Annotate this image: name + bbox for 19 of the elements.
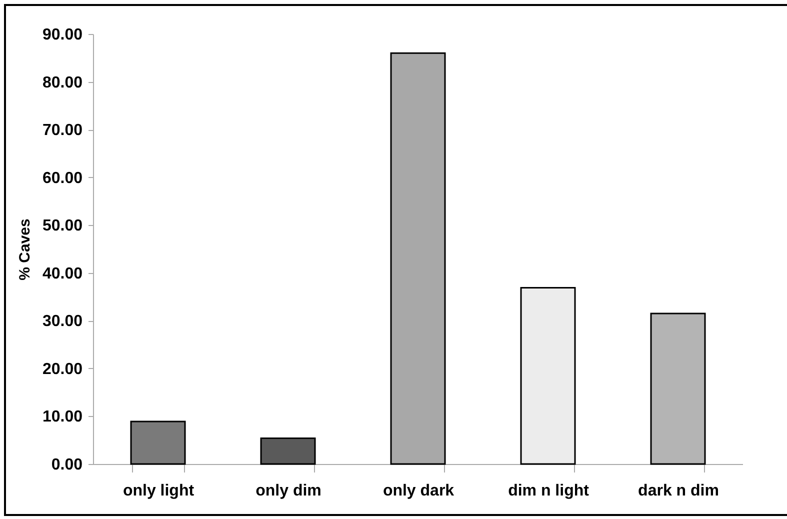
y-axis-title: % Caves: [16, 218, 34, 280]
y-tick-label: 60.00: [42, 170, 83, 187]
x-tick-label: dark n dim: [638, 482, 719, 500]
bar: [520, 286, 576, 465]
x-tick-label: dim n light: [508, 482, 590, 500]
x-tick-label: only light: [122, 482, 195, 500]
y-tick-label: 40.00: [42, 265, 83, 282]
y-tick-label: 0.00: [51, 456, 83, 474]
y-tick-label: 90.00: [42, 26, 83, 44]
x-tick-label: only dark: [382, 482, 454, 500]
y-tick-label: 50.00: [42, 218, 83, 235]
bar: [130, 420, 186, 465]
y-tick-label: 30.00: [42, 313, 83, 330]
y-tick-label: 10.00: [42, 408, 83, 426]
y-tick-label: 80.00: [42, 74, 83, 92]
x-tick-label: only dim: [256, 482, 322, 500]
bar: [260, 437, 316, 465]
y-tick-label: 20.00: [42, 360, 83, 378]
y-tick-label: 70.00: [42, 122, 83, 140]
